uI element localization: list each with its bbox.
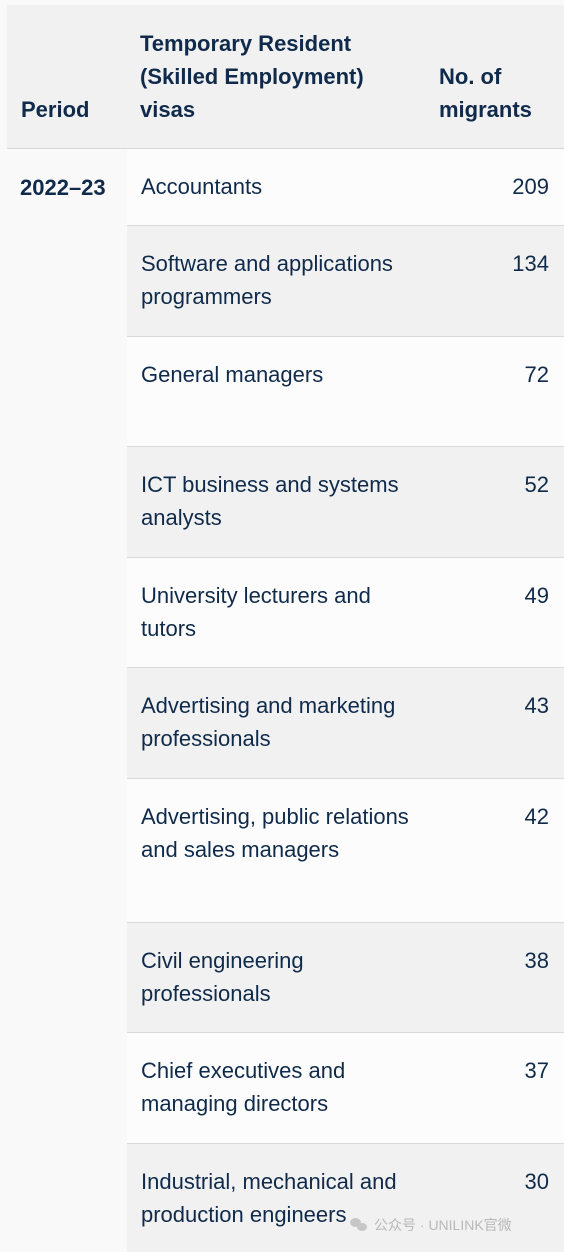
count-cell: 43	[524, 693, 549, 718]
count-cell: 209	[512, 174, 549, 199]
table-row: Accountants 209	[127, 149, 564, 226]
count-cell: 52	[524, 472, 549, 497]
occupation-cell: Chief executives and managing directors	[141, 1058, 346, 1116]
occupation-cell: Software and applications programmers	[141, 251, 393, 309]
count-cell: 49	[524, 583, 549, 608]
count-cell: 37	[524, 1058, 549, 1083]
header-period: Period	[21, 97, 90, 122]
occupation-cell: Advertising, public relations and sales …	[141, 804, 409, 862]
occupation-cell: Industrial, mechanical and production en…	[141, 1169, 397, 1227]
table-row: University lecturers and tutors 49	[127, 558, 564, 668]
wechat-icon	[350, 1218, 368, 1232]
table-row: Industrial, mechanical and production en…	[127, 1144, 564, 1252]
header-number-of-migrants: No. of migrants	[439, 64, 532, 122]
count-cell: 134	[512, 251, 549, 276]
occupation-cell: Accountants	[141, 174, 263, 199]
count-cell: 30	[524, 1169, 549, 1194]
watermark: 公众号 · UNILINK官微	[350, 1215, 512, 1235]
table-row: Advertising, public relations and sales …	[127, 779, 564, 923]
count-cell: 42	[524, 804, 549, 829]
occupation-cell: Civil engineering professionals	[141, 948, 304, 1006]
watermark-text: 公众号 · UNILINK官微	[374, 1217, 512, 1233]
table-row: Chief executives and managing directors …	[127, 1033, 564, 1144]
header-visa-type: Temporary Resident (Skilled Employment) …	[140, 31, 364, 122]
table-row: Advertising and marketing professionals …	[127, 668, 564, 779]
count-cell: 38	[524, 948, 549, 973]
table-row: Software and applications programmers 13…	[127, 226, 564, 337]
count-cell: 72	[524, 362, 549, 387]
table-row: General managers 72	[127, 337, 564, 447]
occupation-cell: Advertising and marketing professionals	[141, 693, 396, 751]
table-row: ICT business and systems analysts 52	[127, 447, 564, 558]
occupation-cell: ICT business and systems analysts	[141, 472, 399, 530]
period-cell: 2022–23	[20, 175, 106, 200]
migrants-table: Period Temporary Resident (Skilled Emplo…	[7, 5, 564, 1252]
occupation-cell: General managers	[141, 362, 324, 387]
occupation-cell: University lecturers and tutors	[141, 583, 371, 641]
table-row: Civil engineering professionals 38	[127, 923, 564, 1033]
table-header: Period Temporary Resident (Skilled Emplo…	[7, 5, 564, 149]
